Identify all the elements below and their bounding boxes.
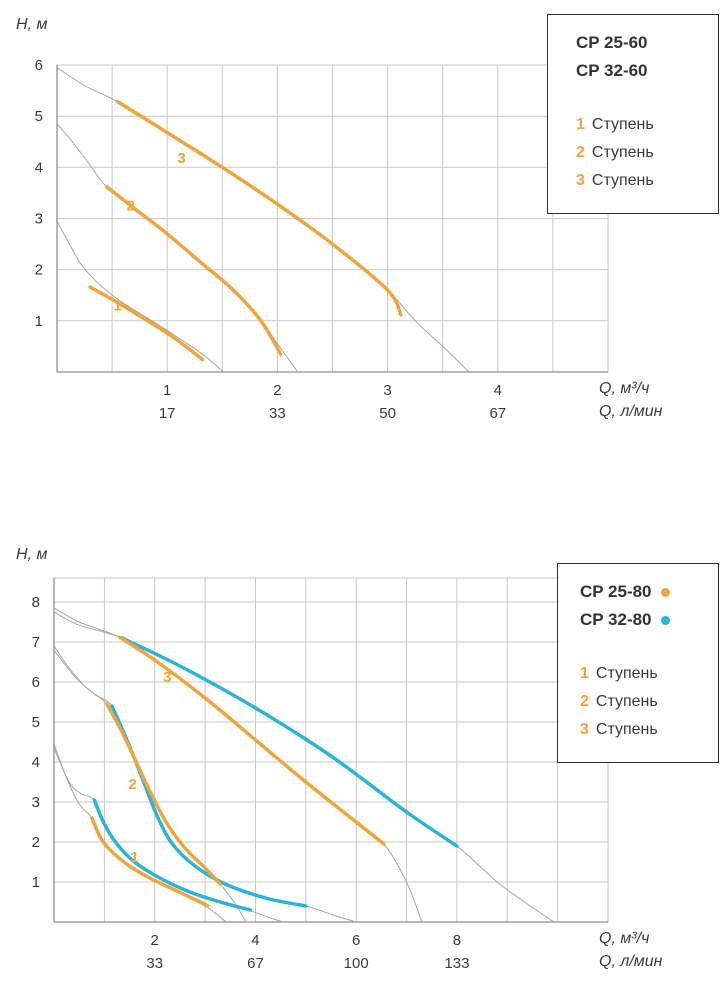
y-axis-label-top: H, м bbox=[16, 16, 48, 33]
x-axis-label-m3h-top: Q, м³/ч bbox=[599, 380, 650, 397]
x-tick-label-m3h: 6 bbox=[352, 932, 360, 949]
curve-cp32-80-stage1 bbox=[92, 798, 253, 912]
legend-stage-item: 2 Ступень bbox=[580, 688, 710, 716]
y-tick-label: 1 bbox=[32, 874, 40, 891]
legend-model-label: CP 25-60 bbox=[576, 33, 648, 52]
x-axis-label-lmin-top: Q, л/мин bbox=[599, 403, 663, 420]
y-tick-label: 5 bbox=[35, 108, 43, 125]
y-tick-label: 3 bbox=[32, 794, 40, 811]
legend-box-bottom: CP 25-80 CP 32-80 1 Ступень 2 Ступень 3 Сту… bbox=[557, 563, 719, 763]
stage-label: Ступень bbox=[595, 721, 658, 738]
stage-curve-label: 2 bbox=[127, 198, 135, 215]
legend-model: CP 32-80 bbox=[580, 606, 710, 634]
curve-cp25-80-stage2 bbox=[105, 702, 222, 886]
x-tick-label-lmin: 33 bbox=[269, 405, 286, 422]
y-tick-label: 7 bbox=[32, 634, 40, 651]
stage-curve-label: 2 bbox=[128, 776, 136, 793]
legend-models: CP 25-60 CP 32-60 bbox=[576, 29, 710, 85]
legend-stage-item: 1 Ступень bbox=[576, 111, 710, 139]
legend-stage-item: 2 Ступень bbox=[576, 139, 710, 167]
legend-stage-item: 1 Ступень bbox=[580, 660, 710, 688]
legend-model-label: CP 32-60 bbox=[576, 61, 648, 80]
legend-stage-item: 3 Ступень bbox=[580, 716, 710, 744]
curve-envelope-32-80-stage3 bbox=[53, 611, 554, 922]
legend-color-dot bbox=[660, 615, 670, 625]
curve-cp25-60-stage1 bbox=[88, 285, 205, 362]
curve-cp25-80-stage3 bbox=[117, 635, 386, 846]
y-tick-label: 2 bbox=[32, 834, 40, 851]
legend-model-label: CP 32-80 bbox=[580, 610, 652, 629]
x-tick-label-m3h: 4 bbox=[251, 932, 259, 949]
stage-number: 3 bbox=[576, 172, 585, 189]
stage-curve-label: 3 bbox=[177, 150, 185, 167]
y-tick-label: 3 bbox=[35, 211, 43, 228]
legend-model: CP 32-60 bbox=[576, 57, 710, 85]
stage-number: 2 bbox=[576, 144, 585, 161]
curve-cp32-80-stage3 bbox=[120, 636, 459, 848]
legend-stage-item: 3 Ступень bbox=[576, 167, 710, 195]
legend-models: CP 25-80 CP 32-80 bbox=[580, 578, 710, 634]
x-tick-label-lmin: 133 bbox=[444, 955, 469, 972]
x-tick-label-m3h: 2 bbox=[151, 932, 159, 949]
x-tick-label-lmin: 100 bbox=[344, 955, 369, 972]
x-tick-label-m3h: 3 bbox=[383, 382, 391, 399]
stage-number: 3 bbox=[580, 721, 589, 738]
y-tick-label: 6 bbox=[35, 57, 43, 74]
x-tick-label-lmin: 33 bbox=[146, 955, 163, 972]
x-tick-label-m3h: 1 bbox=[163, 382, 171, 399]
legend-model: CP 25-80 bbox=[580, 578, 710, 606]
y-tick-label: 8 bbox=[32, 594, 40, 611]
x-tick-label-m3h: 4 bbox=[494, 382, 502, 399]
x-tick-label-m3h: 8 bbox=[453, 932, 461, 949]
stage-label: Ступень bbox=[591, 172, 654, 189]
x-axis-label-lmin-bottom: Q, л/мин bbox=[599, 953, 663, 970]
legend-stages: 1 Ступень 2 Ступень 3 Ступень bbox=[580, 660, 710, 744]
y-tick-label: 2 bbox=[35, 262, 43, 279]
legend-model: CP 25-60 bbox=[576, 29, 710, 57]
x-tick-label-lmin: 17 bbox=[159, 405, 176, 422]
curve-envelope-25-80-stage3 bbox=[53, 607, 423, 922]
stage-curve-label: 3 bbox=[163, 669, 171, 686]
stage-label: Ступень bbox=[595, 665, 658, 682]
stage-label: Ступень bbox=[591, 116, 654, 133]
stage-number: 2 bbox=[580, 693, 589, 710]
stage-number: 1 bbox=[580, 665, 589, 682]
y-tick-label: 1 bbox=[35, 313, 43, 330]
curve-cp25-60-stage2 bbox=[104, 185, 283, 356]
legend-stages: 1 Ступень 2 Ступень 3 Ступень bbox=[576, 111, 710, 195]
x-tick-label-lmin: 67 bbox=[247, 955, 264, 972]
y-tick-label: 5 bbox=[32, 714, 40, 731]
stage-label: Ступень bbox=[595, 693, 658, 710]
stage-curve-label: 1 bbox=[130, 849, 138, 866]
legend-color-dot bbox=[660, 587, 670, 597]
stage-label: Ступень bbox=[591, 144, 654, 161]
y-tick-label: 4 bbox=[32, 754, 40, 771]
y-tick-label: 6 bbox=[32, 674, 40, 691]
x-tick-label-m3h: 2 bbox=[273, 382, 281, 399]
stage-number: 1 bbox=[576, 116, 585, 133]
y-tick-label: 4 bbox=[35, 159, 43, 176]
x-tick-label-lmin: 67 bbox=[489, 405, 506, 422]
legend-box-top: CP 25-60 CP 32-60 1 Ступень 2 Ступень 3 Сту… bbox=[547, 14, 719, 214]
y-axis-label-bottom: H, м bbox=[16, 546, 48, 563]
x-axis-label-m3h-bottom: Q, м³/ч bbox=[599, 930, 650, 947]
curve-cp25-60-stage3 bbox=[115, 100, 403, 317]
curve-envelope-stage1 bbox=[56, 220, 223, 372]
curve-cp32-80-stage2 bbox=[110, 704, 308, 908]
x-tick-label-lmin: 50 bbox=[379, 405, 396, 422]
curve-cp25-80-stage1 bbox=[90, 816, 210, 908]
legend-model-label: CP 25-80 bbox=[580, 582, 652, 601]
stage-curve-label: 1 bbox=[113, 297, 121, 314]
